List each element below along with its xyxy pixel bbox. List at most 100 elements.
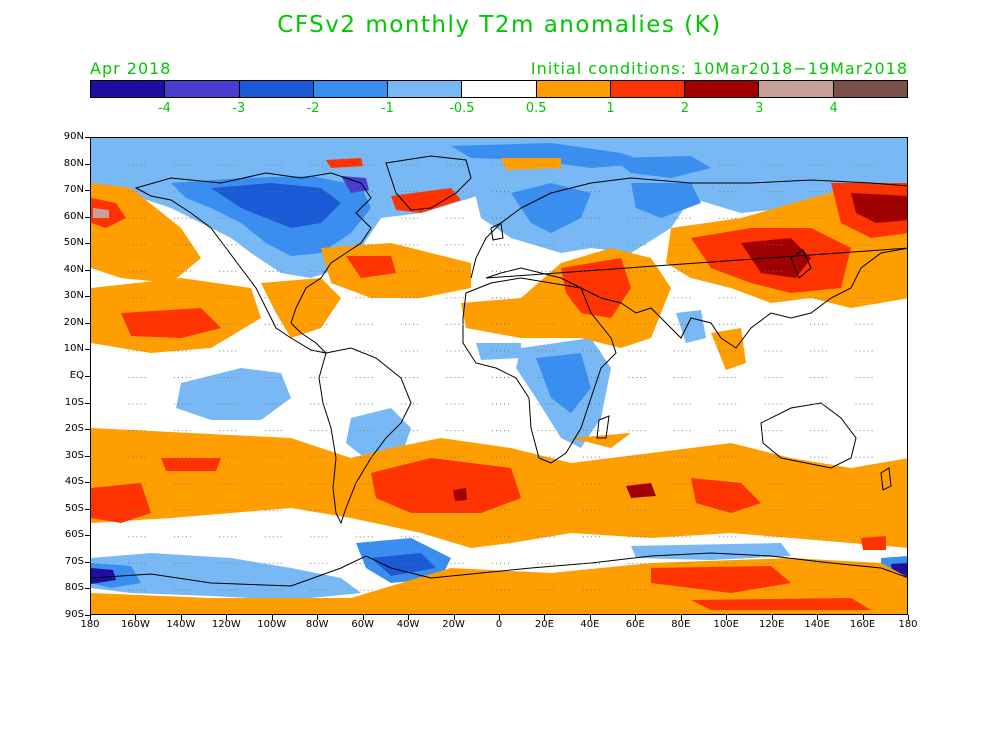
anomaly-map	[90, 137, 908, 615]
latitude-tick	[85, 376, 90, 377]
latitude-tick	[85, 615, 90, 616]
greenland-outline	[385, 155, 472, 211]
latitude-tick	[85, 243, 90, 245]
longitude-tick-label: 20W	[442, 619, 465, 630]
longitude-tick-label: 20E	[534, 619, 554, 630]
legend-label: 0.5	[525, 101, 547, 116]
legend-swatch	[313, 81, 389, 97]
cold-africa-blue	[536, 353, 591, 413]
latitude-tick	[85, 482, 90, 484]
latitude-tick-label: 50S	[64, 502, 84, 514]
legend-label: 3	[755, 101, 764, 116]
cold-canada-core	[341, 176, 369, 193]
longitude-tick-label: 180	[80, 619, 100, 630]
latitude-tick-label: 40N	[63, 263, 84, 275]
latitude-tick	[85, 322, 90, 324]
longitude-tick	[271, 615, 273, 620]
longitude-tick-label: 140W	[166, 619, 196, 630]
legend-swatch	[610, 81, 686, 97]
longitude-tick	[635, 615, 637, 620]
longitude-tick	[135, 615, 137, 620]
warm-south-atlantic-red	[371, 458, 521, 513]
warm-subtropical-pacific-red	[121, 308, 221, 338]
legend-swatch	[685, 81, 760, 97]
longitude-tick	[90, 615, 91, 620]
legend-label: 2	[680, 101, 690, 116]
warm-indian-ocean	[571, 433, 631, 448]
legend-swatch	[536, 81, 611, 97]
latitude-tick	[85, 137, 90, 138]
warm-east-antarctica-red	[651, 566, 791, 593]
latitude-tick-label: 80N	[63, 157, 84, 169]
longitude-tick	[453, 615, 455, 620]
latitude-tick	[85, 535, 90, 537]
eurasia-outline	[470, 177, 907, 349]
legend-swatch	[833, 81, 907, 97]
warm-svalbard	[501, 158, 561, 170]
cold-antarctic-west	[91, 553, 361, 600]
longitude-tick	[362, 615, 364, 620]
latitude-tick-label: 70S	[64, 555, 84, 567]
warm-alaska-core	[93, 208, 109, 218]
latitude-tick-label: 10S	[64, 396, 84, 408]
warm-south-atlantic-darkred	[453, 488, 467, 501]
cold-east-pacific	[176, 368, 291, 420]
latitude-tick	[85, 216, 90, 218]
legend-label: -2	[306, 101, 320, 116]
cold-east-antarctic	[631, 543, 791, 560]
latitude-tick	[85, 190, 90, 192]
longitude-tick-label: 80E	[671, 619, 691, 630]
longitude-tick-label: 80W	[305, 619, 329, 630]
japan-outline	[790, 249, 812, 279]
longitude-tick	[817, 615, 819, 620]
longitude-tick-label: 60W	[351, 619, 374, 630]
longitude-tick	[908, 615, 909, 620]
cold-scandinavia-blue	[511, 183, 591, 233]
longitude-tick-label: 120W	[211, 619, 241, 630]
cold-antarctic-west-core	[91, 568, 116, 584]
legend-swatch	[759, 81, 834, 97]
legend-label: 1	[606, 101, 615, 116]
longitude-tick	[589, 615, 591, 620]
latitude-tick-label: 30N	[63, 290, 84, 302]
longitude-tick-label: 0	[495, 619, 503, 630]
warm-siberia-darkred	[851, 193, 907, 223]
warm-asia-darkred	[741, 238, 811, 278]
warm-southeast-asia	[711, 328, 746, 370]
legend-swatch	[91, 81, 166, 97]
uk-outline	[490, 222, 504, 241]
longitude-tick-label: 160W	[120, 619, 150, 630]
latitude-tick	[85, 296, 90, 298]
legend-swatch	[239, 81, 314, 97]
longitude-tick	[499, 615, 500, 620]
legend-label: 4	[829, 101, 838, 116]
warm-new-zealand	[861, 536, 886, 550]
latitude-tick-label: 60N	[63, 210, 84, 222]
australia-outline	[760, 402, 857, 469]
cold-canada-darkblue	[211, 183, 341, 228]
north-america-outline	[134, 172, 372, 354]
longitude-tick-label: 40E	[580, 619, 600, 630]
warm-south-indian-red	[691, 478, 761, 513]
coastlines	[91, 155, 907, 587]
south-america-outline	[318, 347, 412, 525]
latitude-tick	[85, 455, 90, 457]
longitude-tick-label: 40W	[396, 619, 420, 630]
warm-south-indian-darkred	[626, 483, 656, 498]
legend-swatch	[462, 81, 537, 97]
latitude-tick-label: 10N	[63, 343, 84, 355]
madagascar-outline	[596, 415, 610, 439]
longitude-tick-label: 60E	[625, 619, 645, 630]
latitude-tick-label: EQ	[69, 370, 84, 381]
longitude-tick-label: 100W	[257, 619, 287, 630]
warm-arctic-red	[326, 158, 363, 168]
warm-gulf-mexico	[261, 278, 341, 338]
longitude-tick	[771, 615, 773, 620]
new-zealand-outline	[880, 467, 892, 491]
antarctica-outline	[91, 552, 907, 587]
latitude-tick-label: 30S	[64, 449, 84, 461]
latitude-tick-label: 40S	[64, 476, 84, 488]
longitude-tick-label: 140E	[804, 619, 830, 630]
longitude-tick-label: 180	[898, 619, 918, 630]
cold-arctic-blue	[451, 143, 651, 168]
